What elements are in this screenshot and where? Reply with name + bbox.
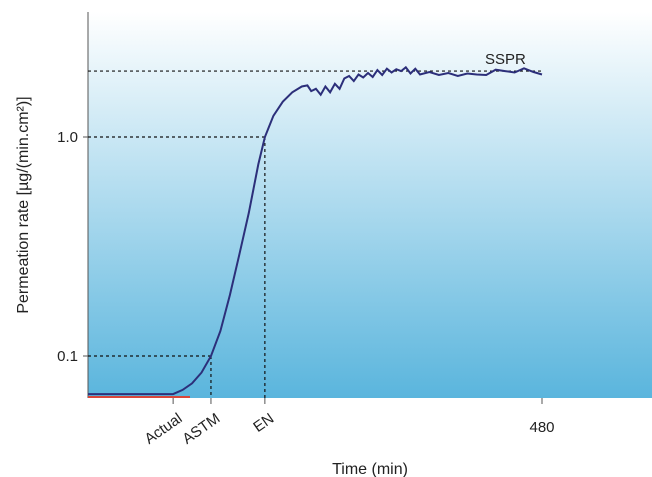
x-marker-label-actual: Actual [142,410,186,448]
x-tick-label: 480 [529,419,554,436]
y-tick-label: 1.0 [57,129,78,146]
x-axis-title: Time (min) [332,461,408,477]
sspr-label: SSPR [485,51,526,68]
plot-background [88,12,652,398]
guide-lines [88,70,542,398]
x-marker-label-en: EN [250,410,277,436]
series-line [88,65,543,396]
x-marker-label-astm: ASTM [179,410,223,448]
y-axis-title: Permeation rate [µg/(min.cm²)] [15,96,32,313]
y-tick-label: 0.1 [57,348,78,365]
y-ticks: 0.1 1.0 [57,129,88,365]
